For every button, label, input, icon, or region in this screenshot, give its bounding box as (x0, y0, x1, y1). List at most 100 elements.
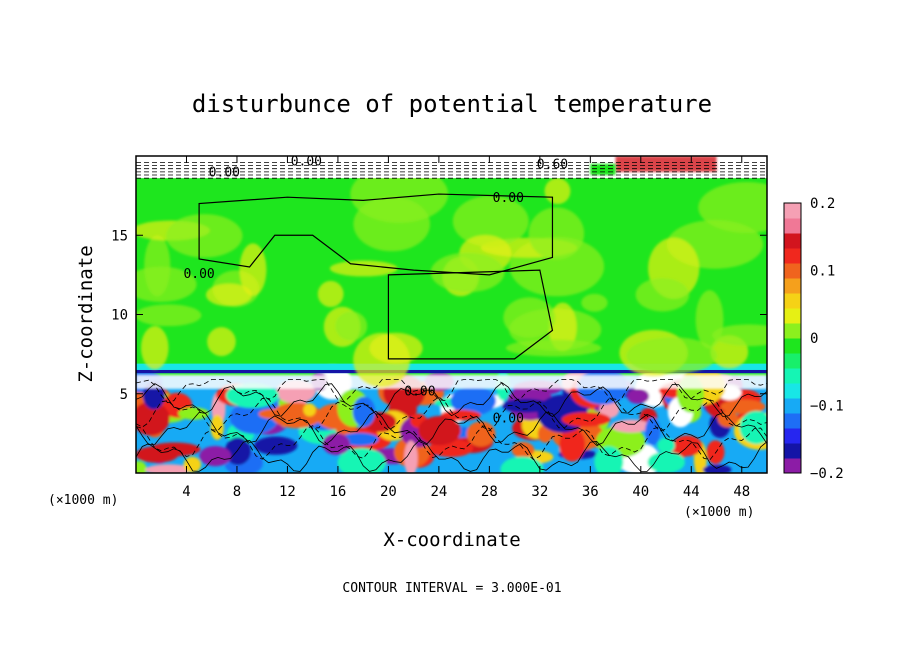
x-tick-label: 44 (683, 484, 700, 500)
contour-line (136, 439, 767, 472)
colorbar-tick-label: 0.2 (810, 196, 835, 212)
contour-interval-note: CONTOUR INTERVAL = 3.000E-01 (342, 581, 561, 596)
colorbar-swatch (784, 233, 801, 249)
contour-line (136, 396, 767, 432)
colorbar-swatch (784, 413, 801, 429)
colorbar-swatch (784, 218, 801, 234)
field-blob (418, 415, 461, 446)
field-patch (165, 214, 243, 258)
x-tick-label: 32 (531, 484, 548, 500)
field-blob (647, 451, 685, 473)
x-tick-label: 8 (233, 484, 241, 500)
colorbar-swatch (784, 383, 801, 399)
contour-line (136, 382, 767, 418)
field-blob (599, 400, 620, 419)
contour-labels: 0.00 0.00 0.60 0.00 0.00 0.00 0.00 (183, 155, 568, 427)
field-patch (581, 293, 608, 312)
field-blob (500, 456, 544, 473)
contour-label: 0.60 (537, 158, 568, 173)
top-cool-patch (590, 163, 616, 176)
field-blob (183, 456, 202, 473)
field-patch (503, 297, 556, 338)
colorbar-swatch (784, 248, 801, 264)
field-patch (350, 165, 449, 223)
colorbar-swatch (784, 308, 801, 324)
x-tick-label: 48 (733, 484, 750, 500)
colorbar-swatch (784, 443, 801, 459)
y-tick-label: 10 (111, 308, 128, 324)
field-patch (353, 332, 411, 387)
contour-label: 0.00 (183, 267, 214, 282)
colorbar-swatch (784, 368, 801, 384)
field-patch (635, 277, 690, 312)
x-unit-left: (×1000 m) (48, 493, 118, 508)
field-patch (207, 327, 236, 357)
field-blob (561, 412, 611, 427)
contour-label: 0.00 (404, 384, 435, 399)
x-tick-label: 4 (182, 484, 190, 500)
field-blob (136, 446, 179, 463)
field-blob (611, 419, 652, 433)
field-blob (337, 447, 386, 473)
upper-patches (136, 165, 767, 387)
field-blob (644, 417, 661, 446)
heatmap-field (136, 156, 767, 473)
contour-line (136, 410, 767, 446)
contour-label: 0.00 (493, 191, 524, 206)
colorbar-tick-label: 0 (810, 331, 818, 347)
field-blob (702, 464, 732, 473)
field-patch (317, 280, 344, 308)
field-blob (136, 461, 147, 473)
colorbar-swatch (784, 338, 801, 354)
colorbar-swatch (784, 323, 801, 339)
field-patch (698, 182, 767, 233)
colorbar-swatch (784, 458, 801, 474)
field-blob (229, 401, 279, 435)
colorbar-swatch (784, 293, 801, 309)
y-axis-label: Z-coordinate (75, 245, 97, 382)
contour-label: 0.00 (209, 166, 240, 181)
field-patch (141, 326, 169, 370)
contour-label: 0.00 (493, 411, 524, 426)
field-patch (239, 243, 267, 296)
field-blob (559, 427, 586, 462)
inversion-layer (136, 363, 767, 374)
field-patch (452, 195, 529, 247)
contour-lines (136, 161, 767, 472)
colorbar-tick-label: 0.1 (810, 264, 835, 280)
field-patch (136, 266, 197, 303)
x-tick-label: 12 (279, 484, 296, 500)
y-tick-label: 5 (120, 387, 128, 403)
x-tick-label: 28 (481, 484, 498, 500)
inversion-core (136, 369, 767, 374)
field-patch (505, 339, 602, 357)
field-blob (303, 403, 316, 417)
y-tick-label: 15 (111, 228, 128, 244)
contour-zero-middle (387, 269, 554, 360)
field-blob (404, 440, 418, 473)
white-band (136, 374, 767, 389)
colorbar-swatch (784, 353, 801, 369)
y-axis-ticks: 5 10 15 (111, 228, 767, 403)
colorbar-swatch (784, 263, 801, 279)
x-axis-ticks: 4 8 12 16 20 24 28 32 36 40 44 48 (182, 156, 750, 500)
field-blob (145, 464, 193, 473)
contour-line (136, 379, 767, 404)
chart-title: disturbunce of potential temperature (192, 90, 712, 118)
field-patch (712, 324, 767, 347)
field-blob (136, 401, 170, 436)
field-patch (544, 178, 571, 205)
x-tick-label: 36 (582, 484, 599, 500)
contour-zero-upper (198, 193, 554, 276)
x-tick-label: 16 (329, 484, 346, 500)
field-blob (466, 421, 496, 447)
x-tick-label: 20 (380, 484, 397, 500)
colorbar-swatch (784, 428, 801, 444)
field-blob (225, 382, 279, 408)
field-blob (199, 445, 232, 467)
field-blob (657, 437, 675, 454)
contour-label: 0.00 (291, 155, 322, 170)
colorbar-frame (783, 202, 802, 474)
field-blob (720, 399, 766, 414)
